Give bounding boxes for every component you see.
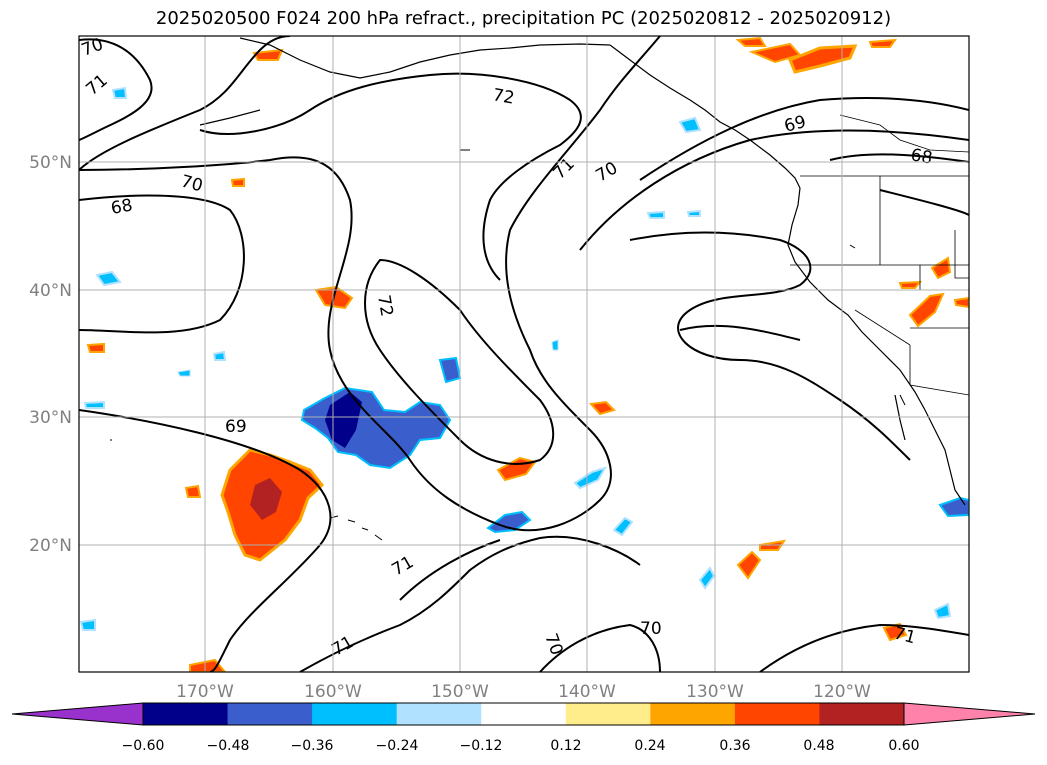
colorbar-cell: [565, 703, 651, 725]
colorbar-cell: [481, 703, 567, 725]
lat-labels: 50°N 40°N 30°N 20°N: [29, 153, 72, 556]
colorbar-cells: [143, 703, 905, 725]
colorbar-cell: [143, 703, 229, 725]
colorbar: −0.60 −0.48 −0.36 −0.24 −0.12 0.12 0.24 …: [11, 702, 1036, 754]
lon-label: 120°W: [813, 682, 871, 702]
borders: [790, 114, 969, 396]
lon-labels: 170°W 160°W 150°W 140°W 130°W 120°W: [176, 682, 871, 702]
refractivity-contours: [79, 36, 969, 672]
lat-label: 20°N: [29, 536, 72, 556]
lon-label: 130°W: [686, 682, 744, 702]
colorbar-tick-label: −0.36: [291, 738, 334, 754]
colorbar-cell: [396, 703, 482, 725]
contour-label: 72: [373, 293, 396, 318]
colorbar-tick-label: 0.24: [634, 738, 665, 754]
precip-shading: [79, 36, 969, 672]
colorbar-tick-label: −0.60: [122, 738, 165, 754]
contour-label: 72: [491, 85, 516, 108]
colorbar-cell: [227, 703, 313, 725]
colorbar-tick-label: −0.24: [376, 738, 419, 754]
colorbar-cell: [650, 703, 736, 725]
map-area: 70 71 72 69 68 70 68 71 70 72 69 71 71 7…: [79, 36, 969, 672]
lat-label: 50°N: [29, 153, 72, 173]
colorbar-cell: [819, 703, 905, 725]
colorbar-tick-label: 0.60: [888, 738, 919, 754]
contour-label: 68: [109, 195, 134, 218]
graticule: [79, 36, 969, 672]
colorbar-tick-label: 0.12: [550, 738, 581, 754]
colorbar-tick-label: 0.36: [719, 738, 750, 754]
coastlines: [199, 37, 966, 506]
lon-label: 150°W: [431, 682, 489, 702]
colorbar-tick-label: 0.48: [803, 738, 834, 754]
colorbar-extend-high: [904, 703, 1035, 725]
contour-label: 70: [640, 619, 662, 639]
contour-label: 68: [909, 145, 934, 168]
colorbar-tick-label: −0.48: [207, 738, 250, 754]
lon-label: 140°W: [558, 682, 616, 702]
lon-label: 160°W: [304, 682, 362, 702]
colorbar-cell: [312, 703, 398, 725]
lon-label: 170°W: [176, 682, 234, 702]
map-title: 2025020500 F024 200 hPa refract., precip…: [155, 8, 892, 29]
map-frame: [78, 35, 970, 673]
colorbar-ticks: −0.60 −0.48 −0.36 −0.24 −0.12 0.12 0.24 …: [122, 738, 920, 754]
contour-label: 69: [225, 417, 247, 437]
colorbar-cell: [734, 703, 820, 725]
lat-label: 30°N: [29, 408, 72, 428]
islands: [110, 149, 906, 541]
colorbar-tick-label: −0.12: [460, 738, 503, 754]
lat-label: 40°N: [29, 281, 72, 301]
colorbar-extend-low: [12, 703, 143, 725]
